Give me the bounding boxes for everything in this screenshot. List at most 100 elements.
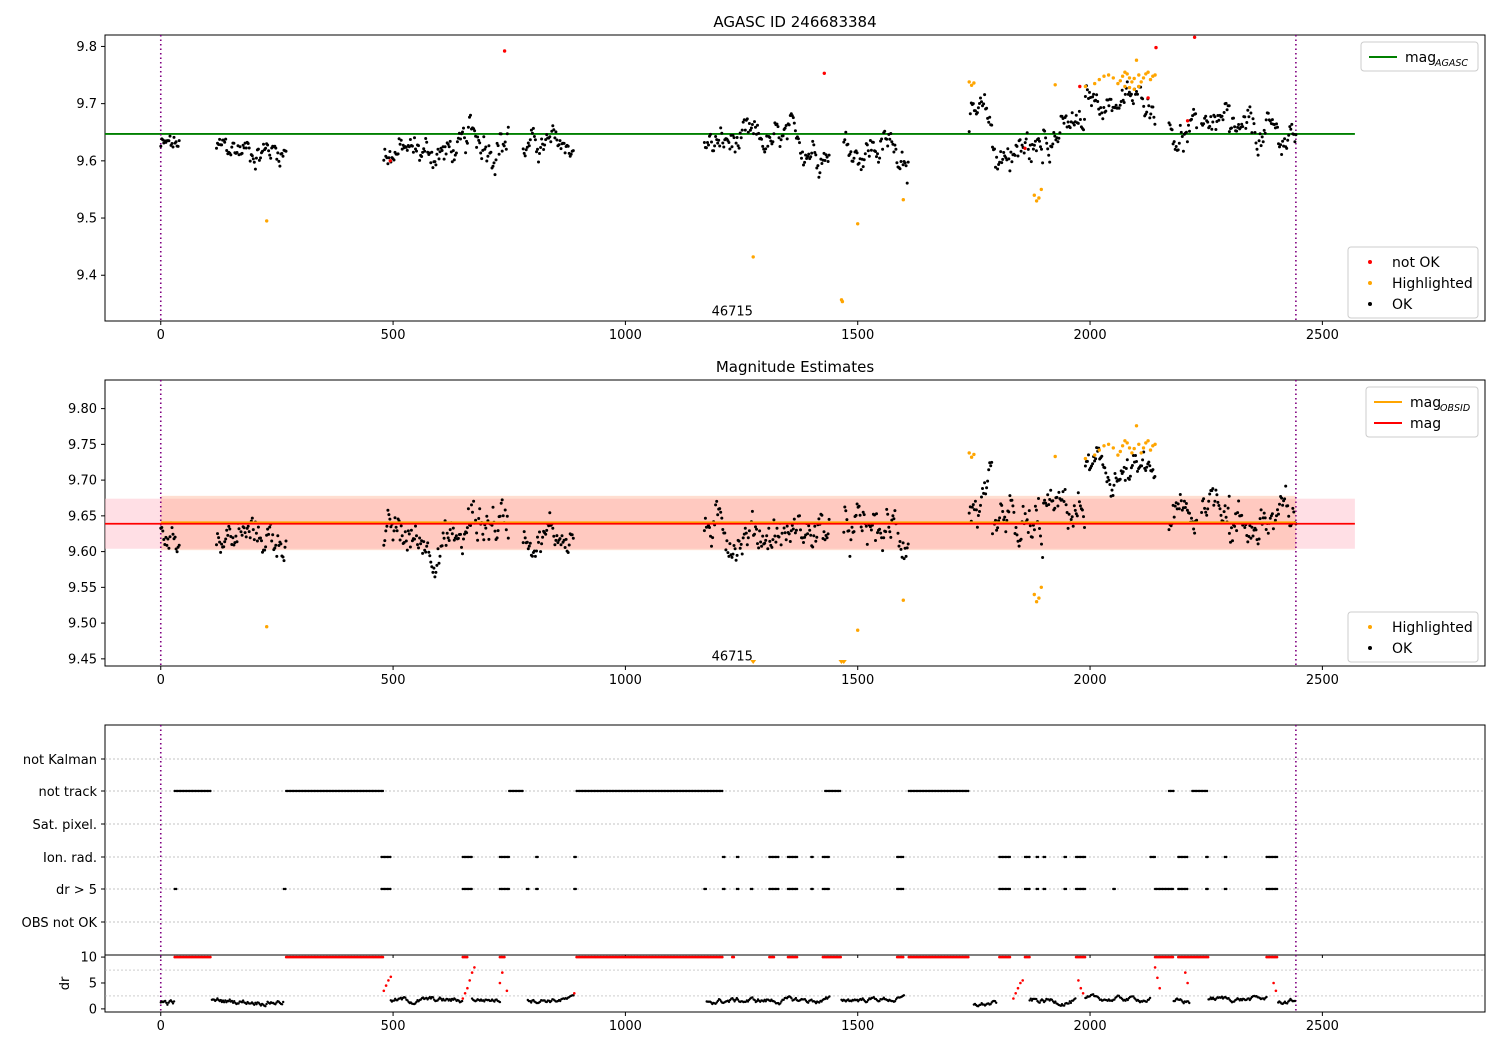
point-ok [714, 135, 718, 138]
point-ok [1176, 502, 1180, 506]
point-ok [1130, 99, 1134, 103]
point-ok [864, 524, 868, 528]
point-ok [1230, 526, 1233, 530]
point-ok [1127, 477, 1131, 481]
point-ok [1001, 157, 1005, 161]
point-ok [243, 531, 247, 535]
point-ok [448, 528, 452, 532]
point-ok [1052, 131, 1056, 134]
point-dr-ok [280, 1003, 284, 1006]
y-tick-label: 10 [80, 951, 97, 966]
point-ok [244, 535, 248, 539]
point-ok [1104, 109, 1108, 113]
point-ok [892, 150, 896, 154]
point-ok [1183, 506, 1187, 509]
point-ok [437, 561, 441, 565]
point-dr-not-ok [1206, 955, 1210, 959]
point-ok [1056, 140, 1060, 144]
point-ok [1082, 515, 1085, 519]
point-ok [386, 508, 390, 512]
point-ok [1178, 493, 1182, 496]
legend-label: OK [1392, 641, 1413, 657]
point-ok [722, 145, 726, 149]
point-ok [824, 153, 828, 157]
point-ok [475, 145, 479, 149]
point-ok [1258, 132, 1262, 136]
point-ok [450, 160, 454, 164]
point-ok [268, 525, 272, 529]
point-ok [552, 128, 556, 132]
point-ok [985, 106, 989, 110]
point-ok [1292, 510, 1296, 514]
point-ok [1100, 454, 1104, 458]
x-tick-label: 2000 [1074, 673, 1107, 688]
point-ok [1250, 525, 1254, 529]
point-ok [262, 142, 265, 146]
point-dr-ok [530, 1001, 533, 1004]
point-ok [893, 143, 897, 147]
flag-point [521, 789, 524, 793]
point-ok [1030, 535, 1034, 539]
point-ok [1218, 507, 1222, 511]
point-ok [251, 528, 255, 532]
point-ok [402, 541, 406, 544]
point-ok [1067, 512, 1071, 516]
point-ok [820, 162, 824, 165]
point-ok [1246, 108, 1250, 112]
point-dr-not-ok [901, 955, 905, 959]
point-highlighted [1127, 446, 1132, 450]
point-ok [1002, 151, 1006, 154]
point-ok [1233, 524, 1237, 528]
point-ok [529, 128, 533, 132]
point-ok [413, 537, 416, 541]
point-ok [973, 109, 977, 113]
point-ok [411, 150, 415, 154]
point-ok [413, 136, 416, 140]
point-ok [423, 149, 427, 153]
point-ok [523, 536, 527, 540]
point-ok [444, 152, 448, 156]
point-ok [275, 157, 279, 161]
point-ok [1107, 104, 1111, 108]
point-dr-ok [493, 1000, 496, 1003]
point-ok [1037, 497, 1040, 500]
point-highlighted [1120, 74, 1125, 78]
point-ok [521, 541, 525, 545]
point-dr-not-ok [1021, 979, 1024, 982]
point-ok [1083, 464, 1087, 468]
point-ok [216, 532, 219, 536]
point-ok [875, 512, 878, 516]
point-ok [450, 532, 454, 536]
point-dr-not-ok [1153, 966, 1157, 969]
point-ok [1264, 118, 1268, 122]
point-ok [1207, 499, 1211, 503]
point-dr-ok [1132, 995, 1135, 998]
point-ok [1128, 474, 1132, 478]
point-ok [745, 543, 749, 547]
point-ok [1070, 515, 1074, 519]
point-ok [465, 526, 469, 530]
flag-point [795, 855, 799, 859]
point-not-ok [502, 49, 507, 53]
point-highlighted [1083, 84, 1088, 89]
point-dr-not-ok [772, 955, 776, 959]
point-ok [481, 532, 485, 536]
point-ok [435, 563, 439, 567]
point-ok [407, 532, 411, 536]
point-ok [1055, 495, 1059, 499]
x-tick-label: 1500 [841, 328, 874, 343]
point-ok [899, 547, 903, 551]
point-ok [524, 148, 528, 152]
point-highlighted [1137, 84, 1141, 89]
point-ok [754, 525, 757, 529]
point-ok [719, 510, 723, 514]
point-ok [983, 481, 987, 485]
point-ok [768, 136, 772, 139]
point-ok [1066, 120, 1070, 124]
point-dr-ok [753, 998, 756, 1002]
point-ok [1135, 90, 1138, 93]
point-dr-not-ok [387, 979, 390, 982]
point-ok [1286, 138, 1290, 142]
point-ok [491, 164, 495, 168]
point-ok [218, 137, 222, 141]
